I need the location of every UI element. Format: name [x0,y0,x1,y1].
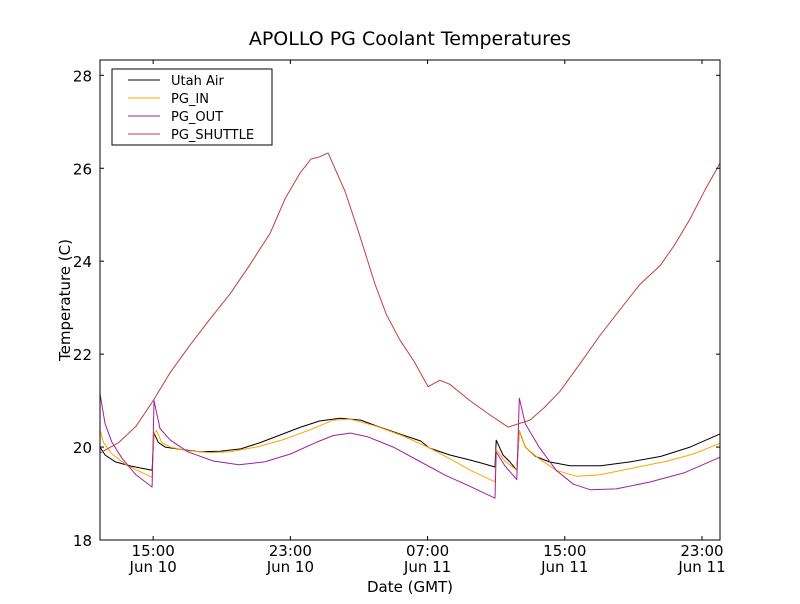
x-tick-label-date: Jun 11 [677,558,725,576]
y-tick-label: 22 [73,346,92,364]
x-axis-label: Date (GMT) [367,578,453,596]
series-layer [99,152,721,499]
x-tick-label-date: Jun 11 [540,558,588,576]
legend-label: PG_IN [171,92,209,107]
y-tick-label: 20 [73,439,92,457]
x-tick-label-time: 23:00 [269,542,312,560]
x-tick-label-date: Jun 10 [266,558,314,576]
x-tick-label-time: 23:00 [680,542,723,560]
legend-label: Utah Air [171,74,224,89]
x-tick-label-time: 15:00 [132,542,175,560]
x-tick-label-date: Jun 10 [129,558,177,576]
series-line-pg-out [99,393,721,499]
legend-label: PG_OUT [171,110,223,125]
y-tick-label: 18 [73,532,92,550]
y-axis-label: Temperature (C) [56,239,74,362]
y-tick-label: 26 [73,160,92,178]
series-line-pg-shuttle [99,152,721,454]
legend-label: PG_SHUTTLE [171,128,254,143]
x-tick-label-time: 07:00 [406,542,449,560]
x-tick-label-time: 15:00 [543,542,586,560]
y-tick-label: 24 [73,253,92,271]
series-line-pg-in [99,418,720,483]
chart-title: APOLLO PG Coolant Temperatures [249,28,571,50]
y-tick-label: 28 [73,67,92,85]
x-tick-label-date: Jun 11 [403,558,451,576]
legend: Utah Air PG_IN PG_OUT PG_SHUTTLE [111,68,273,146]
plot-frame [99,59,721,541]
legend-box [111,68,273,146]
series-line-utah-air [99,417,720,471]
